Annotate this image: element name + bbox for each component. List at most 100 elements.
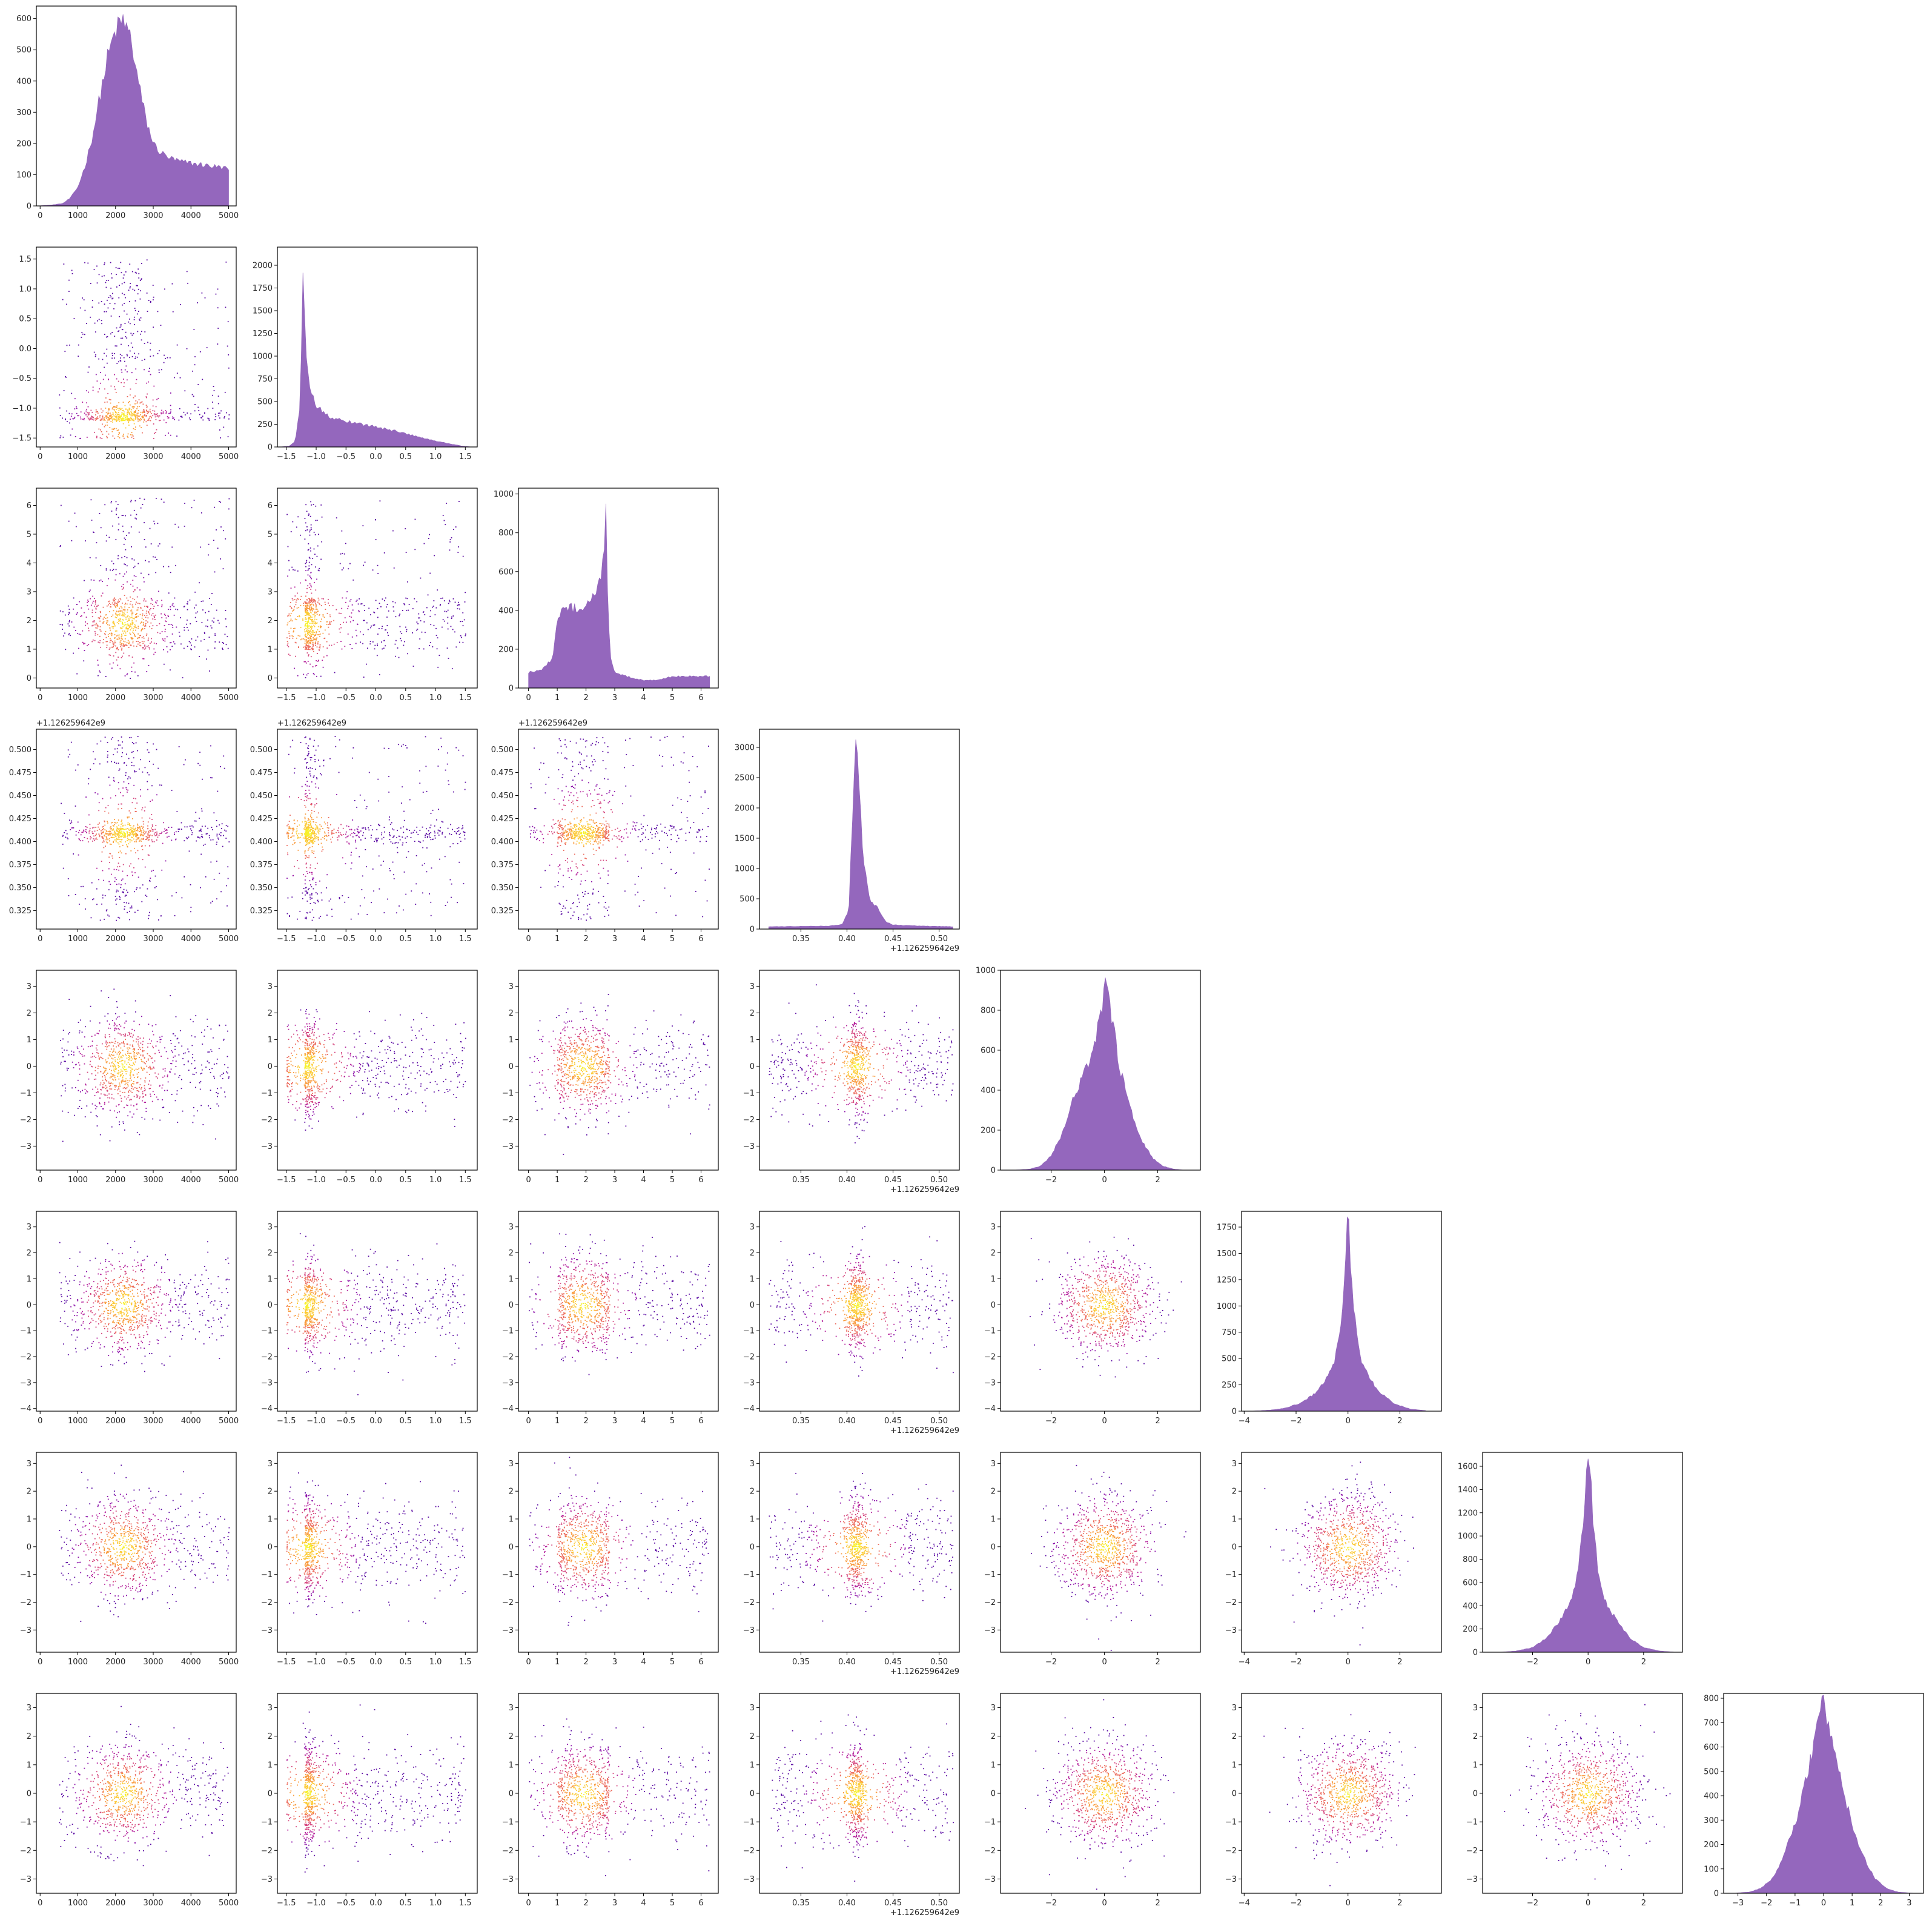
scatter-point	[91, 417, 93, 418]
scatter-point	[130, 777, 131, 779]
scatter-point	[334, 672, 336, 673]
scatter-point	[160, 325, 162, 326]
scatter-point	[137, 609, 139, 611]
scatter-point	[344, 646, 346, 647]
scatter-point	[357, 831, 359, 833]
scatter-point	[354, 841, 356, 843]
scatter-point	[152, 405, 154, 407]
scatter-point	[74, 769, 76, 771]
scatter-point	[446, 503, 448, 504]
scatter-point	[114, 600, 115, 601]
scatter-point	[142, 838, 143, 840]
scatter-point	[416, 826, 418, 828]
scatter-point	[455, 747, 457, 749]
scatter-point	[105, 631, 107, 632]
scatter-point	[315, 644, 316, 646]
scatter-point	[345, 601, 346, 603]
scatter-point	[101, 300, 102, 302]
scatter-point	[117, 744, 119, 746]
scatter-point	[288, 825, 290, 827]
scatter-point	[151, 599, 153, 601]
scatter-point	[426, 790, 428, 792]
scatter-point	[444, 856, 446, 858]
scatter-point	[305, 570, 306, 572]
scatter-point	[103, 621, 105, 623]
scatter-point	[577, 906, 578, 907]
scatter-point	[69, 422, 70, 424]
scatter-point	[428, 538, 429, 539]
scatter-point	[128, 425, 130, 426]
scatter-point	[109, 831, 111, 833]
scatter-point	[318, 570, 320, 572]
scatter-point	[149, 609, 151, 610]
scatter-point	[197, 611, 199, 613]
scatter-point	[313, 842, 314, 844]
scatter-point	[111, 416, 113, 418]
scatter-point	[305, 522, 306, 524]
scatter-point	[554, 832, 555, 833]
scatter-point	[625, 785, 627, 787]
scatter-point	[136, 833, 137, 835]
scatter-point	[311, 850, 313, 852]
scatter-point	[179, 304, 181, 305]
scatter-point	[214, 419, 216, 420]
scatter-point	[448, 784, 450, 786]
scatter-point	[121, 839, 122, 841]
scatter-point	[310, 634, 312, 635]
scatter-point	[172, 624, 174, 626]
scatter-point	[454, 830, 455, 832]
scatter-point	[591, 825, 592, 827]
scatter-point	[587, 833, 589, 835]
scatter-point	[130, 678, 131, 680]
scatter-point	[121, 819, 123, 821]
scatter-point	[290, 828, 292, 830]
scatter-point	[173, 606, 175, 607]
scatter-point	[446, 647, 448, 649]
scatter-point	[320, 825, 322, 827]
scatter-point	[291, 566, 293, 568]
scatter-point	[581, 753, 582, 755]
scatter-point	[133, 784, 135, 786]
scatter-point	[429, 534, 431, 535]
scatter-point	[87, 605, 88, 606]
scatter-point	[125, 829, 127, 830]
scatter-point	[458, 546, 459, 548]
scatter-point	[307, 810, 309, 812]
scatter-point	[122, 844, 124, 846]
scatter-point	[124, 563, 125, 565]
scatter-point	[317, 660, 319, 662]
scatter-point	[79, 307, 81, 309]
scatter-point	[396, 847, 398, 849]
scatter-point	[141, 617, 143, 619]
scatter-point	[92, 386, 94, 388]
scatter-point	[314, 783, 316, 785]
scatter-point	[134, 891, 135, 893]
y-tick-label: −1.0	[12, 404, 31, 413]
scatter-point	[317, 832, 319, 833]
scatter-point	[111, 646, 113, 648]
scatter-point	[315, 643, 317, 644]
scatter-point	[320, 773, 321, 775]
scatter-point	[142, 834, 144, 836]
scatter-point	[593, 832, 595, 833]
scatter-point	[317, 641, 319, 642]
scatter-point	[311, 828, 313, 830]
scatter-point	[308, 634, 309, 635]
scatter-point	[76, 408, 78, 409]
scatter-point	[124, 641, 126, 643]
scatter-point	[598, 793, 600, 795]
scatter-point	[294, 865, 296, 867]
scatter-point	[117, 503, 119, 505]
y-tick-label: 0.500	[9, 746, 31, 755]
scatter-point	[299, 615, 300, 617]
scatter-point	[91, 306, 93, 308]
scatter-point	[217, 838, 219, 840]
scatter-point	[306, 832, 307, 833]
scatter-point	[595, 744, 597, 746]
scatter-point	[359, 836, 360, 838]
scatter-point	[204, 412, 205, 414]
scatter-point	[144, 606, 145, 607]
scatter-point	[386, 624, 388, 626]
scatter-point	[309, 630, 311, 632]
